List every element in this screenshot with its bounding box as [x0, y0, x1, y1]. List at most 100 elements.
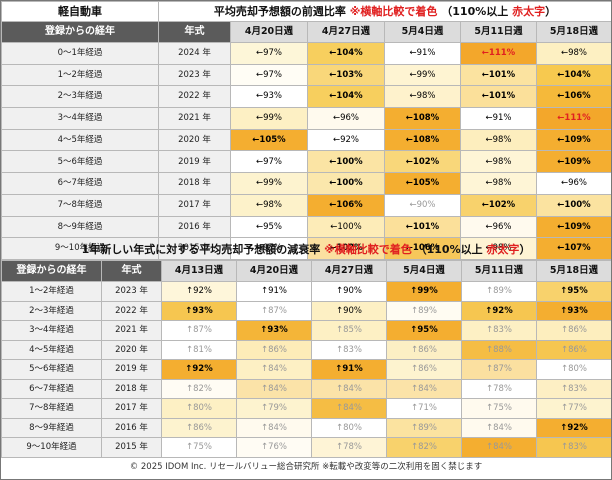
ratio-cell: ↑80%	[311, 417, 387, 438]
model-year: 2022 年	[158, 85, 231, 109]
ratio-cell: ↑78%	[461, 378, 537, 399]
model-year: 2021 年	[158, 107, 231, 130]
ratio-cell: ↑84%	[311, 398, 387, 419]
top-title-rule-red: 赤太字	[512, 5, 546, 18]
ratio-cell: ↑82%	[161, 378, 237, 399]
bottom-title-rule: （110%以上	[415, 243, 483, 256]
ratio-cell: ←97%	[230, 237, 308, 260]
ratio-cell: ←102%	[384, 150, 461, 174]
age-label: 7～8年経過	[1, 398, 102, 419]
ratio-cell: ↑92%	[161, 359, 237, 380]
age-label: 3～4年経過	[1, 320, 102, 341]
table-row: 3～4年経過 2021 年 ←99% ←96% ←108% ←91% ←111%	[1, 107, 611, 130]
ratio-cell: ←93%	[230, 85, 308, 109]
ratio-cell: ↑87%	[236, 300, 312, 321]
age-label: 8～9年経過	[1, 215, 159, 239]
ratio-cell: ↑77%	[536, 398, 611, 419]
age-label: 7～8年経過	[1, 193, 159, 217]
table-row: 4～5年経過 2020 年 ↑81% ↑86% ↑83% ↑86% ↑88% ↑86%	[1, 339, 611, 360]
ratio-cell: ←101%	[384, 215, 461, 239]
ratio-cell: ↑86%	[386, 359, 462, 380]
ratio-cell: ←106%	[384, 237, 461, 260]
table-row: 9～10年経過 2015 年 ↑75% ↑76% ↑78% ↑82% ↑84% ↑83%	[1, 437, 611, 458]
model-year: 2021 年	[101, 320, 162, 341]
ratio-cell: ↑86%	[536, 339, 611, 360]
age-label: 1～2年経過	[1, 281, 102, 302]
table-row: 3～4年経過 2021 年 ↑87% ↑93% ↑85% ↑95% ↑83% ↑86%	[1, 320, 611, 341]
age-label: 4～5年経過	[1, 128, 159, 152]
ratio-cell: ←100%	[307, 215, 385, 239]
table-row: 0～1年経過 2024 年 ←97% ←104% ←91% ←111% ←98%	[1, 42, 611, 65]
age-label: 5～6年経過	[1, 150, 159, 174]
ratio-cell: ←106%	[307, 193, 385, 217]
model-year: 2018 年	[158, 172, 231, 195]
ratio-cell: ↑84%	[236, 417, 312, 438]
age-label: 3～4年経過	[1, 107, 159, 130]
ratio-cell: ↑93%	[161, 300, 237, 321]
model-year: 2018 年	[101, 378, 162, 399]
ratio-cell: ←96%	[460, 215, 537, 239]
ratio-cell: ←101%	[460, 63, 537, 87]
age-label: 1～2年経過	[1, 63, 159, 87]
model-year: 2019 年	[101, 359, 162, 380]
table-row: 9～10年経過 2015 年 ←97% ←102% ←106% ←98% ←107%	[1, 237, 611, 260]
ratio-cell: ↑92%	[161, 281, 237, 302]
table-row: 6～7年経過 2018 年 ←99% ←100% ←105% ←98% ←96%	[1, 172, 611, 195]
ratio-cell: ↑88%	[461, 339, 537, 360]
col-header-year: 年式	[158, 21, 231, 43]
bottom-table-title: 1年新しい年式に対する平均売却予想額の減衰率 ※横軸比較で着色 （110%以上 …	[1, 241, 611, 259]
age-label: 2～3年経過	[1, 85, 159, 109]
ratio-cell: ↑95%	[536, 281, 611, 302]
ratio-cell: ←105%	[384, 172, 461, 195]
top-title-rule: （110%以上	[441, 5, 509, 18]
ratio-cell: ↑84%	[311, 378, 387, 399]
week-header: 4月20日週	[236, 260, 312, 282]
ratio-cell: ←91%	[460, 107, 537, 130]
col-header-age: 登録からの経年	[1, 260, 102, 282]
ratio-cell: ←98%	[384, 85, 461, 109]
table-row: 7～8年経過 2017 年 ↑80% ↑79% ↑84% ↑71% ↑75% ↑77%	[1, 398, 611, 419]
ratio-cell: ↑71%	[386, 398, 462, 419]
table-row: 5～6年経過 2019 年 ↑92% ↑84% ↑91% ↑86% ↑87% ↑80%	[1, 359, 611, 380]
ratio-cell: ↑92%	[536, 417, 611, 438]
ratio-cell: ↑81%	[161, 339, 237, 360]
ratio-cell: ←106%	[536, 85, 611, 109]
ratio-cell: ↑87%	[161, 320, 237, 341]
age-label: 9～10年経過	[1, 237, 159, 260]
ratio-cell: ↑83%	[311, 339, 387, 360]
decay-rate-table: 登録からの経年 年式 4月13日週 4月20日週 4月27日週 5月4日週 5月11日週…	[1, 260, 611, 458]
ratio-cell: ↑93%	[536, 300, 611, 321]
ratio-cell: ←109%	[536, 128, 611, 152]
ratio-cell: ↑84%	[461, 417, 537, 438]
ratio-cell: ←98%	[460, 150, 537, 174]
table-row: 7～8年経過 2017 年 ←98% ←106% ←90% ←102% ←100%	[1, 193, 611, 217]
ratio-cell: ↑86%	[236, 339, 312, 360]
top-table-title: 平均売却予想額の前週比率 ※横軸比較で着色 （110%以上 赤太字）	[158, 1, 611, 22]
ratio-cell: ←108%	[384, 128, 461, 152]
col-header-age: 登録からの経年	[1, 21, 159, 43]
model-year: 2016 年	[158, 215, 231, 239]
ratio-cell: ←104%	[307, 85, 385, 109]
ratio-cell: ↑84%	[236, 359, 312, 380]
table-row: 8～9年経過 2016 年 ↑86% ↑84% ↑80% ↑89% ↑84% ↑92%	[1, 417, 611, 438]
age-label: 0～1年経過	[1, 42, 159, 65]
model-year: 2015 年	[158, 237, 231, 260]
model-year: 2023 年	[101, 281, 162, 302]
ratio-cell: ↑89%	[461, 281, 537, 302]
age-label: 5～6年経過	[1, 359, 102, 380]
ratio-cell: ←103%	[307, 63, 385, 87]
age-label: 2～3年経過	[1, 300, 102, 321]
ratio-cell: ←98%	[230, 193, 308, 217]
age-label: 4～5年経過	[1, 339, 102, 360]
model-year: 2022 年	[101, 300, 162, 321]
ratio-cell: ←109%	[536, 215, 611, 239]
ratio-cell: ←100%	[307, 150, 385, 174]
ratio-cell: ←101%	[460, 85, 537, 109]
week-header: 5月4日週	[384, 21, 461, 43]
ratio-cell: ↑83%	[536, 437, 611, 458]
ratio-cell: ↑92%	[461, 300, 537, 321]
week-header: 4月27日週	[311, 260, 387, 282]
ratio-cell: ←104%	[536, 63, 611, 87]
ratio-cell: ←109%	[536, 150, 611, 174]
model-year: 2017 年	[158, 193, 231, 217]
